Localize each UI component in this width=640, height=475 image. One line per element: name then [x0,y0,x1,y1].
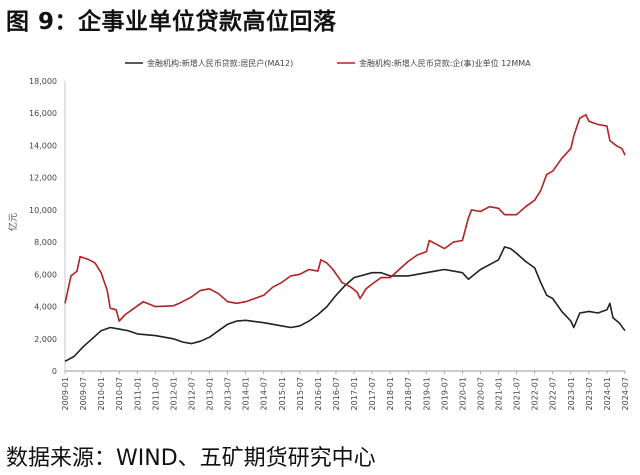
data-source-note: 数据来源：WIND、五矿期货研究中心 [6,446,376,471]
x-tick-label: 2016-07 [332,377,341,410]
x-tick-label: 2020-01 [458,377,467,410]
y-tick-label: 2,000 [34,335,57,344]
x-tick-label: 2011-01 [133,377,142,410]
x-tick-label: 2022-07 [549,377,558,410]
x-tick-label: 2021-07 [513,377,522,410]
y-tick-label: 6,000 [34,270,57,279]
x-tick-label: 2019-01 [422,377,431,410]
y-tick-label: 10,000 [29,206,57,215]
y-tick-label: 18,000 [29,77,57,86]
chart-axes: 0 2,000 4,000 6,000 8,000 10,000 12,000 14,000 1… [7,77,630,410]
x-tick-label: 2021-01 [495,377,504,410]
x-tick-label: 2018-01 [386,377,395,410]
y-tick-label: 8,000 [34,238,57,247]
x-tick-label: 2019-07 [440,377,449,410]
x-tick-label: 2012-07 [187,377,196,410]
x-tick-label: 2013-01 [206,377,215,410]
x-tick-label: 2016-01 [314,377,323,410]
series-lines [64,114,626,363]
x-tick-label: 2009-07 [79,377,88,410]
x-tick-label: 2017-01 [350,377,359,410]
x-tick-label: 2015-01 [278,377,287,410]
x-tick-label: 2023-01 [567,377,576,410]
x-tick-label: 2018-07 [404,377,413,410]
x-tick-label: 2011-07 [151,377,160,410]
y-axis-label: 亿元 [7,213,19,231]
y-tick-label: 0 [52,367,57,376]
legend-label: 金融机构:新增人民币贷款:企(事)业单位 12MMA [359,58,531,68]
y-tick-label: 14,000 [29,141,57,150]
x-tick-label: 2023-07 [585,377,594,410]
y-tick-label: 4,000 [34,303,57,312]
x-tick-label: 2010-07 [115,377,124,410]
x-tick-label: 2014-07 [260,377,269,410]
y-tick-label: 16,000 [29,109,57,118]
x-tick-label: 2015-07 [296,377,305,410]
x-tick-label: 2012-01 [169,377,178,410]
series-line-household [64,246,626,363]
x-tick-label: 2014-01 [242,377,251,410]
series-line-enterprise [64,114,626,322]
x-tick-label: 2024-07 [621,377,630,410]
chart-title: 图 9：企事业单位贷款高位回落 [6,9,337,35]
legend-label: 金融机构:新增人民币贷款:居民户(MA12) [147,58,293,68]
x-tick-label: 2010-01 [97,377,106,410]
x-tick-label: 2024-01 [603,377,612,410]
x-tick-label: 2020-07 [476,377,485,410]
x-tick-label: 2022-01 [531,377,540,410]
y-tick-label: 12,000 [29,174,57,183]
legend: 金融机构:新增人民币贷款:居民户(MA12) 金融机构:新增人民币贷款:企(事)业… [125,58,531,68]
x-tick-label: 2017-07 [368,377,377,410]
x-tick-label: 2009-01 [61,377,70,410]
x-tick-label: 2013-07 [224,377,233,410]
